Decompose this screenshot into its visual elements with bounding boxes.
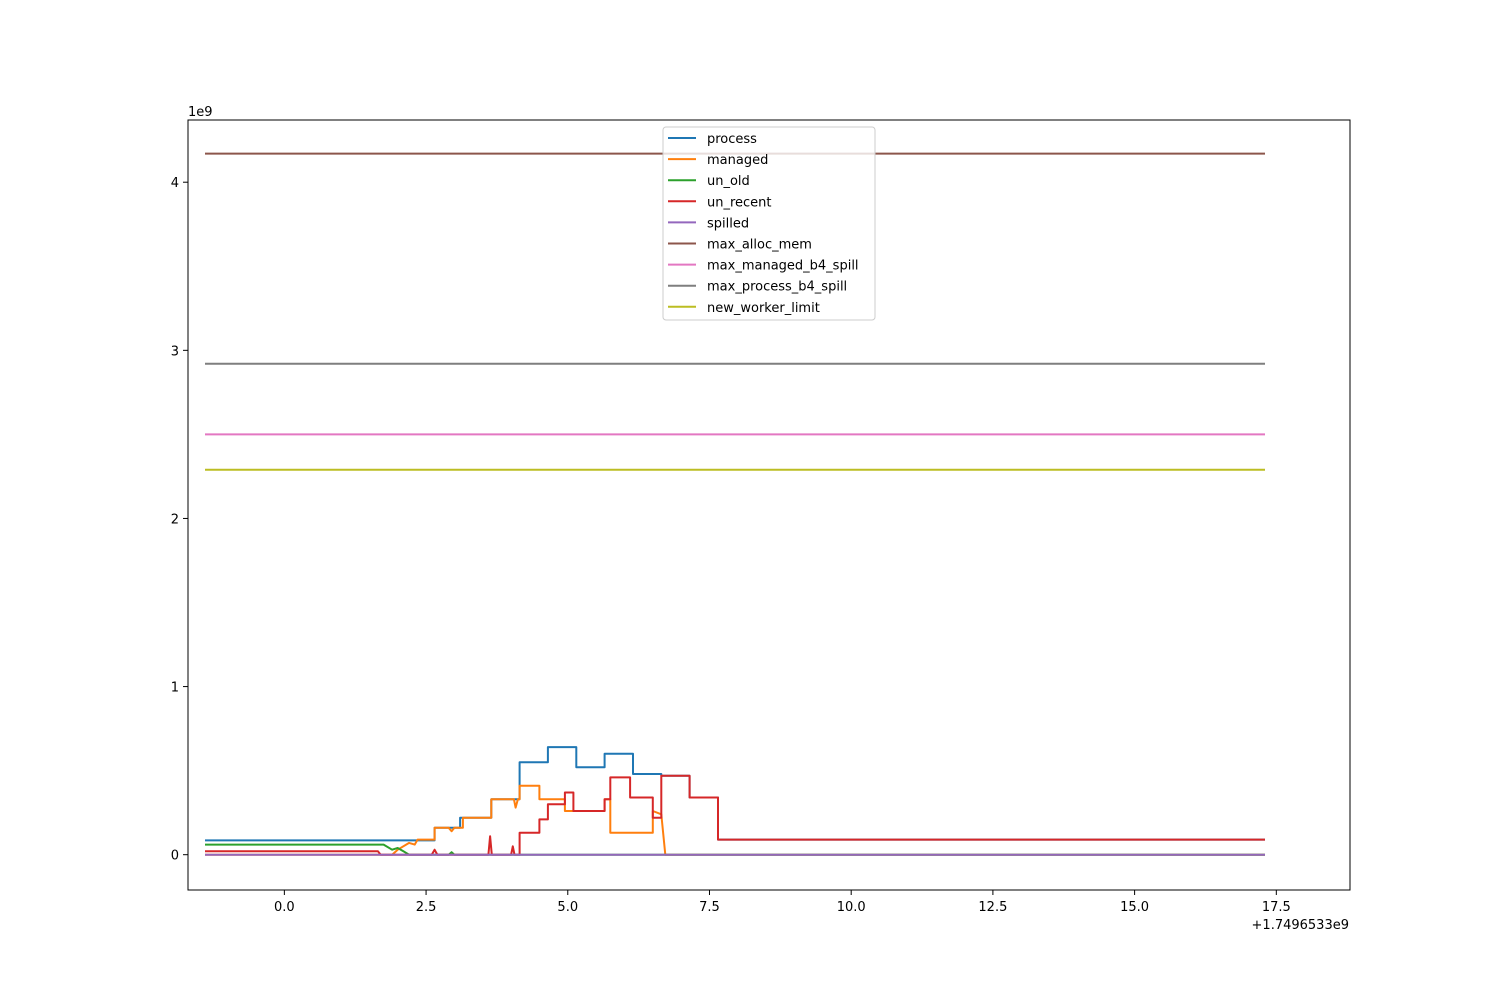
x-tick-label: 15.0 bbox=[1120, 900, 1149, 915]
y-tick-label: 0 bbox=[171, 849, 179, 864]
x-tick-label: 17.5 bbox=[1262, 900, 1291, 915]
legend-label-new-worker-limit: new_worker_limit bbox=[707, 301, 820, 316]
legend-box bbox=[662, 126, 876, 321]
series-line-process bbox=[205, 746, 1265, 842]
y-tick-label: 1 bbox=[171, 681, 179, 696]
y-axis: 0 1 2 3 4 bbox=[171, 176, 188, 864]
y-scale-label: 1e9 bbox=[188, 105, 213, 120]
legend-label-un-recent: un_recent bbox=[707, 195, 772, 210]
x-axis: 0.0 2.5 5.0 7.5 10.0 12.5 15.0 17.5 bbox=[274, 890, 1291, 915]
legend-label-max-managed-b4-spill: max_managed_b4_spill bbox=[707, 259, 859, 274]
legend-label-managed: managed bbox=[707, 153, 768, 168]
legend-label-max-alloc-mem: max_alloc_mem bbox=[707, 238, 812, 253]
series-line-managed bbox=[205, 784, 1265, 856]
legend-label-process: process bbox=[707, 132, 757, 147]
plot-area-frame bbox=[187, 119, 1351, 891]
x-tick-label: 10.0 bbox=[837, 900, 866, 915]
y-tick-label: 3 bbox=[171, 344, 179, 359]
y-tick-label: 2 bbox=[171, 512, 179, 527]
x-offset-label: +1.7496533e9 bbox=[1252, 918, 1349, 933]
x-tick-label: 2.5 bbox=[416, 900, 437, 915]
series-line-un-recent bbox=[205, 774, 1265, 856]
x-tick-label: 5.0 bbox=[557, 900, 578, 915]
series-line-un-old bbox=[205, 843, 1265, 856]
x-tick-label: 0.0 bbox=[274, 900, 295, 915]
y-tick-label: 4 bbox=[171, 176, 179, 191]
x-tick-label: 12.5 bbox=[978, 900, 1007, 915]
legend-label-spilled: spilled bbox=[707, 216, 749, 231]
x-tick-label: 7.5 bbox=[699, 900, 720, 915]
legend-label-max-process-b4-spill: max_process_b4_spill bbox=[707, 280, 847, 295]
legend-label-un-old: un_old bbox=[707, 174, 750, 189]
